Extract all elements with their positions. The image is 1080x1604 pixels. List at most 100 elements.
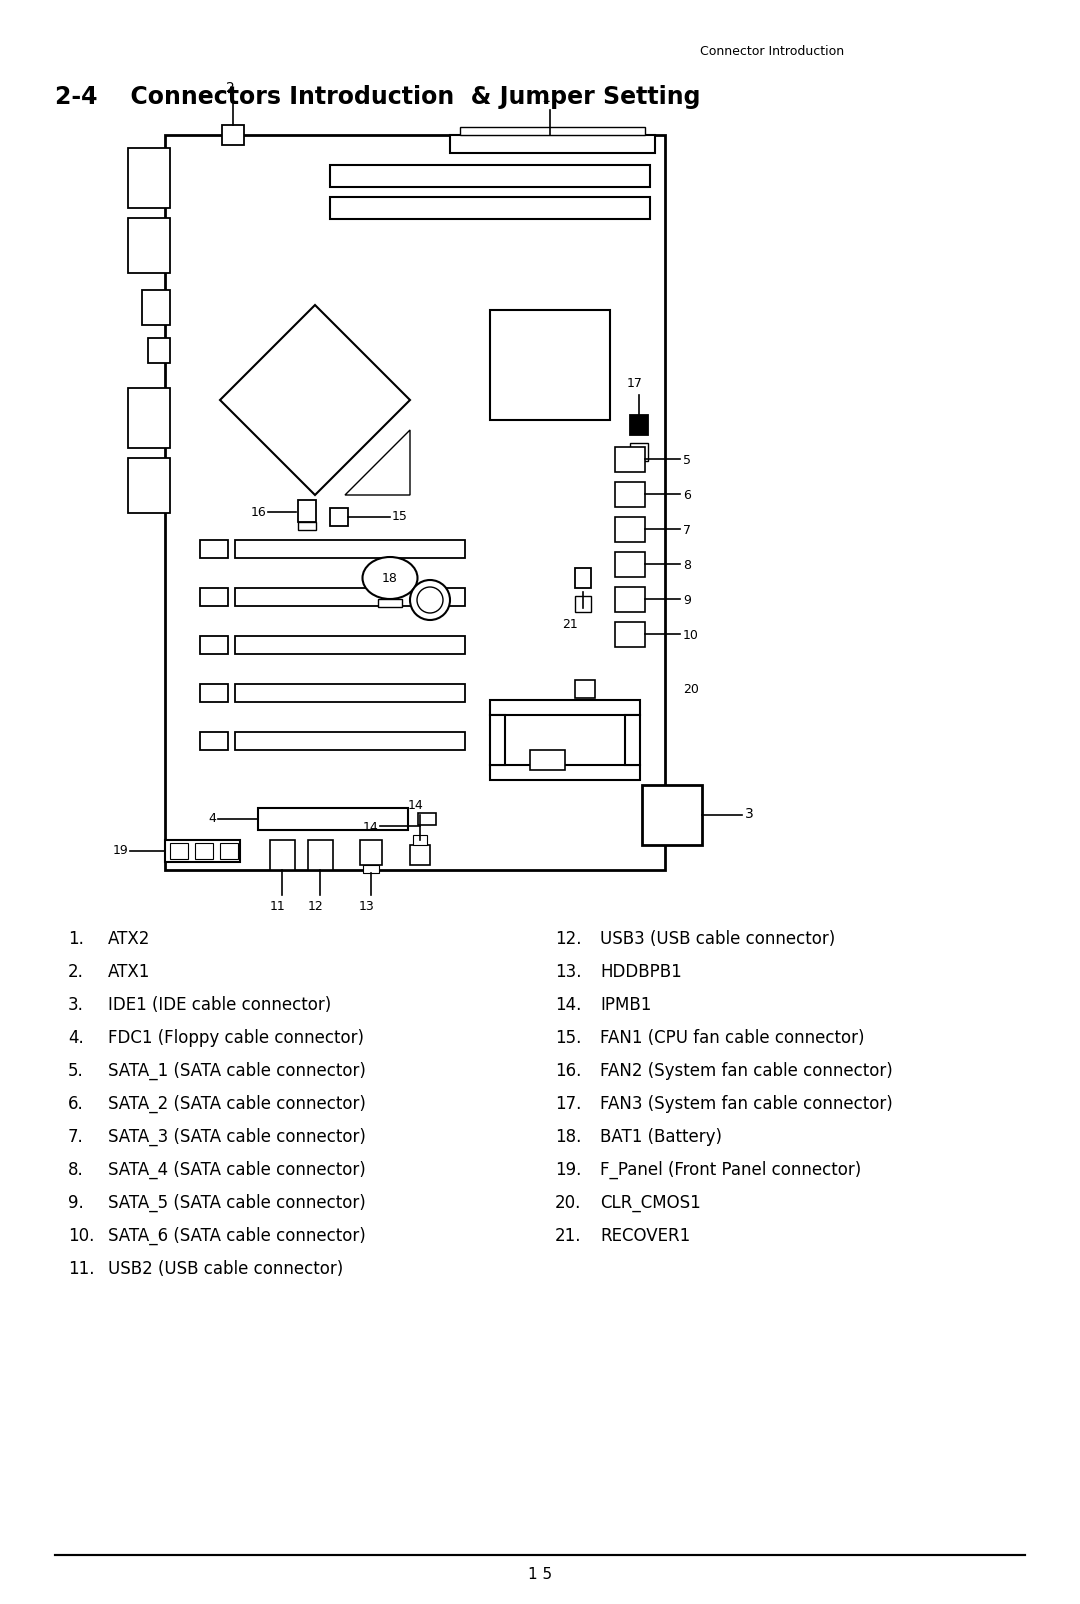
Text: 12.: 12. bbox=[555, 930, 581, 948]
Bar bbox=[235, 683, 465, 703]
Bar bbox=[235, 637, 465, 654]
Bar bbox=[200, 541, 228, 558]
Bar bbox=[615, 516, 645, 542]
Bar bbox=[258, 808, 408, 829]
Bar bbox=[235, 589, 465, 606]
Text: 17.: 17. bbox=[555, 1096, 581, 1113]
Bar bbox=[330, 508, 348, 526]
Bar bbox=[222, 125, 244, 144]
Text: 8.: 8. bbox=[68, 1161, 84, 1179]
Text: 17: 17 bbox=[627, 377, 643, 390]
Text: 14: 14 bbox=[362, 821, 378, 834]
Text: SATA_5 (SATA cable connector): SATA_5 (SATA cable connector) bbox=[108, 1193, 366, 1213]
Text: 14: 14 bbox=[408, 799, 423, 812]
Text: IDE1 (IDE cable connector): IDE1 (IDE cable connector) bbox=[108, 996, 332, 1014]
Text: 2.: 2. bbox=[68, 962, 84, 982]
Text: 21.: 21. bbox=[555, 1227, 581, 1245]
Bar bbox=[330, 165, 650, 188]
Text: 19.: 19. bbox=[555, 1161, 581, 1179]
Bar bbox=[460, 127, 645, 135]
Bar bbox=[200, 683, 228, 703]
Text: 20: 20 bbox=[683, 683, 699, 696]
Bar bbox=[129, 388, 170, 448]
Text: FAN3 (System fan cable connector): FAN3 (System fan cable connector) bbox=[600, 1096, 893, 1113]
Bar bbox=[129, 459, 170, 513]
Bar bbox=[129, 148, 170, 209]
Bar bbox=[129, 218, 170, 273]
Bar bbox=[615, 622, 645, 646]
Text: 21: 21 bbox=[562, 618, 578, 630]
Bar bbox=[630, 443, 648, 460]
Text: FAN1 (CPU fan cable connector): FAN1 (CPU fan cable connector) bbox=[600, 1030, 864, 1047]
Ellipse shape bbox=[363, 557, 418, 598]
Bar bbox=[220, 844, 238, 860]
Circle shape bbox=[410, 581, 450, 621]
Text: Connector Introduction: Connector Introduction bbox=[700, 45, 845, 58]
Bar bbox=[165, 840, 240, 861]
Text: 18.: 18. bbox=[555, 1128, 581, 1145]
Bar bbox=[360, 840, 382, 865]
Bar bbox=[615, 448, 645, 472]
Text: 2: 2 bbox=[226, 80, 234, 95]
Text: 13: 13 bbox=[360, 900, 375, 913]
Circle shape bbox=[417, 587, 443, 613]
Bar bbox=[330, 197, 650, 220]
Polygon shape bbox=[220, 305, 410, 496]
Text: USB2 (USB cable connector): USB2 (USB cable connector) bbox=[108, 1261, 343, 1278]
Bar bbox=[308, 840, 333, 869]
Text: 10.: 10. bbox=[68, 1227, 94, 1245]
Bar bbox=[170, 844, 188, 860]
Text: SATA_2 (SATA cable connector): SATA_2 (SATA cable connector) bbox=[108, 1096, 366, 1113]
Text: RECOVER1: RECOVER1 bbox=[600, 1227, 690, 1245]
Bar bbox=[148, 338, 170, 363]
Text: ATX2: ATX2 bbox=[108, 930, 150, 948]
Text: USB3 (USB cable connector): USB3 (USB cable connector) bbox=[600, 930, 835, 948]
Text: 7.: 7. bbox=[68, 1128, 84, 1145]
Bar bbox=[298, 500, 316, 521]
Bar bbox=[575, 680, 595, 698]
Bar bbox=[200, 731, 228, 751]
Text: 15.: 15. bbox=[555, 1030, 581, 1047]
Text: 13.: 13. bbox=[555, 962, 581, 982]
Bar bbox=[235, 541, 465, 558]
Text: 19: 19 bbox=[112, 844, 129, 857]
Bar bbox=[625, 715, 640, 765]
Bar bbox=[235, 731, 465, 751]
Text: SATA_6 (SATA cable connector): SATA_6 (SATA cable connector) bbox=[108, 1227, 366, 1245]
Text: 12: 12 bbox=[308, 900, 324, 913]
Text: SATA_1 (SATA cable connector): SATA_1 (SATA cable connector) bbox=[108, 1062, 366, 1079]
Bar bbox=[575, 568, 591, 589]
Bar bbox=[490, 699, 640, 715]
Text: SATA_4 (SATA cable connector): SATA_4 (SATA cable connector) bbox=[108, 1161, 366, 1179]
Text: FDC1 (Floppy cable connector): FDC1 (Floppy cable connector) bbox=[108, 1030, 364, 1047]
Text: CLR_CMOS1: CLR_CMOS1 bbox=[600, 1193, 701, 1213]
Text: FAN2 (System fan cable connector): FAN2 (System fan cable connector) bbox=[600, 1062, 893, 1079]
Bar bbox=[413, 836, 427, 845]
Text: 1 5: 1 5 bbox=[528, 1567, 552, 1582]
Text: 3.: 3. bbox=[68, 996, 84, 1014]
Text: BAT1 (Battery): BAT1 (Battery) bbox=[600, 1128, 723, 1145]
Text: 1.: 1. bbox=[68, 930, 84, 948]
Text: 18: 18 bbox=[382, 571, 397, 584]
Bar bbox=[615, 587, 645, 613]
Bar bbox=[615, 552, 645, 577]
Bar bbox=[418, 813, 436, 824]
Text: 16.: 16. bbox=[555, 1062, 581, 1079]
Bar bbox=[270, 840, 295, 869]
Bar bbox=[378, 598, 402, 606]
Text: SATA_3 (SATA cable connector): SATA_3 (SATA cable connector) bbox=[108, 1128, 366, 1147]
Bar bbox=[450, 135, 654, 152]
Bar bbox=[490, 310, 610, 420]
Text: 1: 1 bbox=[541, 91, 551, 104]
Text: 11: 11 bbox=[270, 900, 286, 913]
Text: 7: 7 bbox=[683, 525, 691, 537]
Bar bbox=[200, 589, 228, 606]
Bar bbox=[490, 765, 640, 780]
Polygon shape bbox=[345, 430, 410, 496]
Text: F_Panel (Front Panel connector): F_Panel (Front Panel connector) bbox=[600, 1161, 861, 1179]
Text: 5.: 5. bbox=[68, 1062, 84, 1079]
Bar bbox=[530, 751, 565, 770]
Bar bbox=[630, 415, 648, 435]
Bar bbox=[298, 521, 316, 529]
Text: 8: 8 bbox=[683, 560, 691, 573]
